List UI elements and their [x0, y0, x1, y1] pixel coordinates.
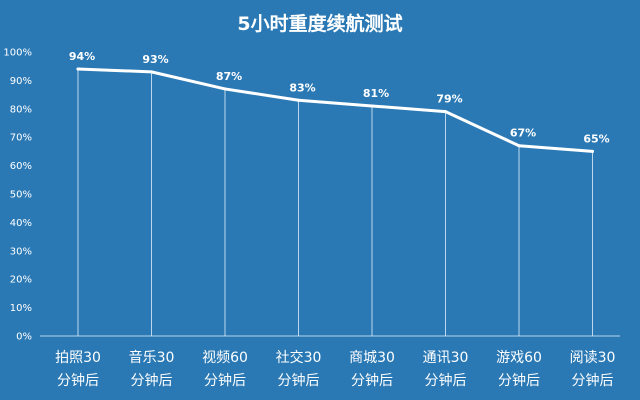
x-tick-label: 社交30	[276, 349, 322, 366]
x-tick-label: 分钟后	[204, 372, 246, 389]
y-tick-label: 70%	[10, 133, 32, 144]
data-label: 65%	[583, 132, 609, 145]
data-point	[444, 110, 447, 114]
x-tick-label: 商城30	[349, 350, 395, 366]
data-label: 83%	[289, 81, 315, 94]
data-point	[591, 149, 594, 153]
data-point	[76, 67, 80, 71]
x-tick-label: 游戏60	[496, 350, 542, 366]
data-point	[150, 70, 153, 74]
data-label: 79%	[436, 93, 462, 106]
chart-title: 5小时重度续航测试	[237, 12, 402, 35]
data-label: 87%	[216, 70, 242, 83]
x-tick-label: 阅读30	[570, 349, 616, 366]
y-tick-label: 40%	[10, 218, 32, 229]
x-tick-label: 分钟后	[278, 372, 320, 389]
x-tick-label: 视频60	[202, 350, 248, 366]
x-tick-label: 分钟后	[351, 372, 393, 389]
data-point	[223, 87, 227, 91]
x-tick-label: 分钟后	[425, 372, 467, 389]
y-tick-label: 80%	[10, 104, 32, 115]
series-line	[76, 67, 594, 153]
data-label: 67%	[510, 127, 536, 140]
y-tick-label: 100%	[3, 48, 32, 59]
y-tick-label: 90%	[10, 76, 32, 87]
y-tick-label: 0%	[16, 332, 32, 343]
y-tick-label: 60%	[10, 161, 32, 172]
x-tick-label: 通讯30	[423, 350, 469, 366]
y-tick-label: 10%	[10, 303, 32, 314]
x-tick-label: 分钟后	[572, 372, 614, 389]
data-label: 81%	[363, 87, 389, 100]
data-label: 94%	[69, 50, 95, 63]
data-point	[297, 98, 300, 102]
x-tick-label: 拍照30	[55, 350, 101, 366]
plot-area: 0% 10% 20% 30% 40% 50% 60% 70% 80% 90% 100% 94% 93% 8…	[3, 48, 620, 389]
y-tick-label: 30%	[10, 246, 32, 257]
data-label: 93%	[142, 53, 168, 66]
y-tick-label: 20%	[10, 275, 32, 286]
data-point	[370, 104, 374, 108]
x-tick-label: 分钟后	[498, 372, 540, 389]
y-tick-label: 50%	[10, 190, 32, 201]
x-tick-label: 音乐30	[129, 349, 175, 366]
x-tick-label: 分钟后	[57, 372, 99, 389]
data-point	[517, 144, 521, 148]
x-tick-label: 分钟后	[131, 372, 173, 389]
